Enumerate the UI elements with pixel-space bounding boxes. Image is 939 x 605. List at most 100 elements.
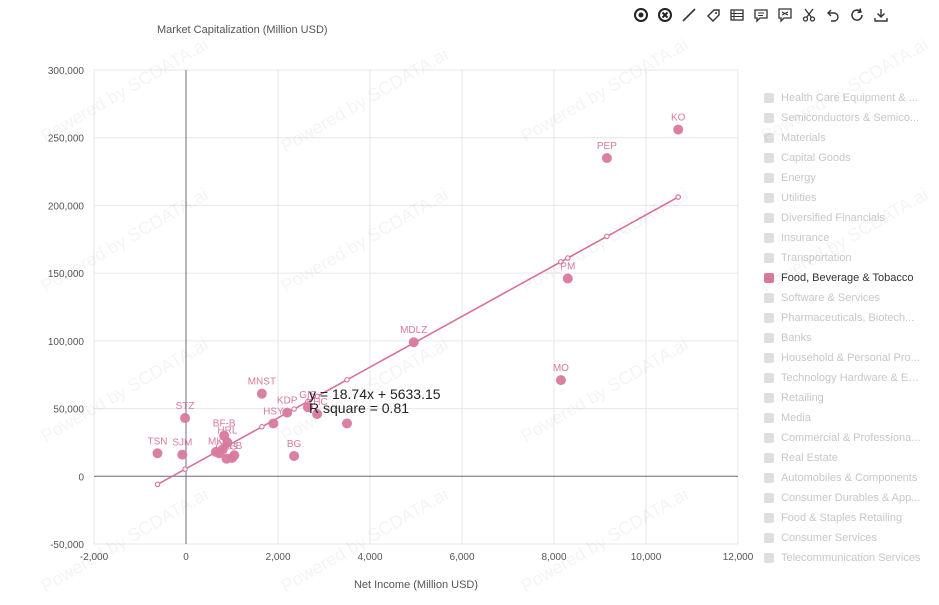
legend-item[interactable]: Diversified Financials <box>764 208 934 228</box>
legend-item[interactable]: Telecommunication Services <box>764 548 934 568</box>
data-label: PEP <box>597 141 617 152</box>
legend-label: Semiconductors & Semico... <box>781 112 920 124</box>
refresh-icon[interactable] <box>848 6 866 24</box>
data-point <box>282 407 293 418</box>
legend-item[interactable]: Consumer Durables & App... <box>764 488 934 508</box>
data-point <box>180 413 191 424</box>
data-point <box>152 448 163 459</box>
legend-label: Transportation <box>781 252 852 264</box>
legend-item[interactable]: Pharmaceuticals, Biotech... <box>764 308 934 328</box>
y-tick-label: 100,000 <box>48 337 85 348</box>
axes: -2,000 0 2,000 4,000 6,000 8,000 10,000 12,000 -… <box>48 66 754 563</box>
y-axis-title: Market Capitalization (Million USD) <box>157 24 328 36</box>
legend-item[interactable]: Consumer Services <box>764 528 934 548</box>
grid <box>93 69 739 545</box>
legend-item[interactable]: Transportation <box>764 248 934 268</box>
legend-swatch <box>764 373 774 383</box>
data-view-icon[interactable] <box>728 6 746 24</box>
trendline-marker <box>259 424 265 430</box>
annotate-icon[interactable] <box>776 6 794 24</box>
legend-label: Media <box>781 412 811 424</box>
data-label: MDLZ <box>400 325 427 336</box>
legend-label: Household & Personal Pro... <box>781 352 920 364</box>
tag-icon[interactable] <box>704 6 722 24</box>
legend-item[interactable]: Commercial & Professiona... <box>764 428 934 448</box>
legend-label: Diversified Financials <box>781 212 885 224</box>
legend-swatch <box>764 453 774 463</box>
clear-icon[interactable] <box>656 6 674 24</box>
data-label: PM <box>560 262 575 273</box>
data-label: GIS <box>299 390 317 401</box>
legend-swatch <box>764 433 774 443</box>
legend-item[interactable]: Energy <box>764 168 934 188</box>
data-label: STZ <box>176 401 195 412</box>
legend-swatch <box>764 253 774 263</box>
legend-item[interactable]: Materials <box>764 128 934 148</box>
data-point <box>408 337 419 348</box>
legend-label: Retailing <box>781 392 824 404</box>
legend: Health Care Equipment & ... Semiconductor… <box>764 88 934 568</box>
legend-label: Food, Beverage & Tobacco <box>781 272 914 284</box>
trendline-r-square: R square = 0.81 <box>309 400 409 416</box>
data-label: TSN <box>147 436 167 447</box>
legend-item[interactable]: Technology Hardware & Eq... <box>764 368 934 388</box>
cut-icon[interactable] <box>800 6 818 24</box>
legend-swatch <box>764 353 774 363</box>
legend-label: Pharmaceuticals, Biotech... <box>781 312 915 324</box>
data-point <box>342 418 352 429</box>
legend-swatch <box>764 513 774 523</box>
legend-label: Commercial & Professiona... <box>781 432 921 444</box>
trendline-marker <box>291 406 297 412</box>
data-point <box>217 444 228 455</box>
data-label: MNST <box>248 377 276 388</box>
legend-item[interactable]: Utilities <box>764 188 934 208</box>
legend-swatch <box>764 493 774 503</box>
legend-item[interactable]: Software & Services <box>764 288 934 308</box>
legend-swatch <box>764 153 774 163</box>
data-point <box>268 418 279 429</box>
legend-item[interactable]: Food, Beverage & Tobacco <box>764 268 934 288</box>
y-tick-label: -50,000 <box>50 540 84 551</box>
trendline-marker <box>154 481 161 488</box>
legend-swatch <box>764 213 774 223</box>
legend-item[interactable]: Health Care Equipment & ... <box>764 88 934 108</box>
legend-item[interactable]: Real Estate <box>764 448 934 468</box>
undo-icon[interactable] <box>824 6 842 24</box>
legend-label: Utilities <box>781 192 817 204</box>
y-tick-label: 50,000 <box>53 405 84 416</box>
data-point <box>601 153 612 164</box>
legend-swatch <box>764 173 774 183</box>
legend-item[interactable]: Semiconductors & Semico... <box>764 108 934 128</box>
legend-label: Real Estate <box>781 452 838 464</box>
comment-icon[interactable] <box>752 6 770 24</box>
legend-item[interactable]: Food & Staples Retailing <box>764 508 934 528</box>
trendline-marker <box>558 259 564 265</box>
trendline-marker <box>604 233 610 240</box>
x-tick-label: 6,000 <box>449 552 474 563</box>
y-tick-label: 300,000 <box>48 66 85 77</box>
legend-item[interactable]: Retailing <box>764 388 934 408</box>
legend-item[interactable]: Banks <box>764 328 934 348</box>
legend-item[interactable]: Automobiles & Components <box>764 468 934 488</box>
legend-swatch <box>764 293 774 303</box>
line-draw-icon[interactable] <box>680 6 698 24</box>
legend-swatch <box>764 273 774 283</box>
data-label: MO <box>553 363 569 374</box>
download-icon[interactable] <box>872 6 890 24</box>
legend-label: Consumer Services <box>781 532 877 544</box>
data-label: BG <box>287 439 302 450</box>
legend-label: Consumer Durables & App... <box>781 492 921 504</box>
legend-swatch <box>764 313 774 323</box>
legend-item[interactable]: Media <box>764 408 934 428</box>
x-tick-label: 4,000 <box>357 552 382 563</box>
data-point <box>256 388 267 399</box>
pan-icon[interactable] <box>632 6 650 24</box>
legend-item[interactable]: Insurance <box>764 228 934 248</box>
legend-item[interactable]: Household & Personal Pro... <box>764 348 934 368</box>
data-point <box>555 375 566 386</box>
y-tick-label: 150,000 <box>48 269 85 280</box>
data-point <box>673 124 684 135</box>
data-point <box>302 402 313 413</box>
legend-item[interactable]: Capital Goods <box>764 148 934 168</box>
